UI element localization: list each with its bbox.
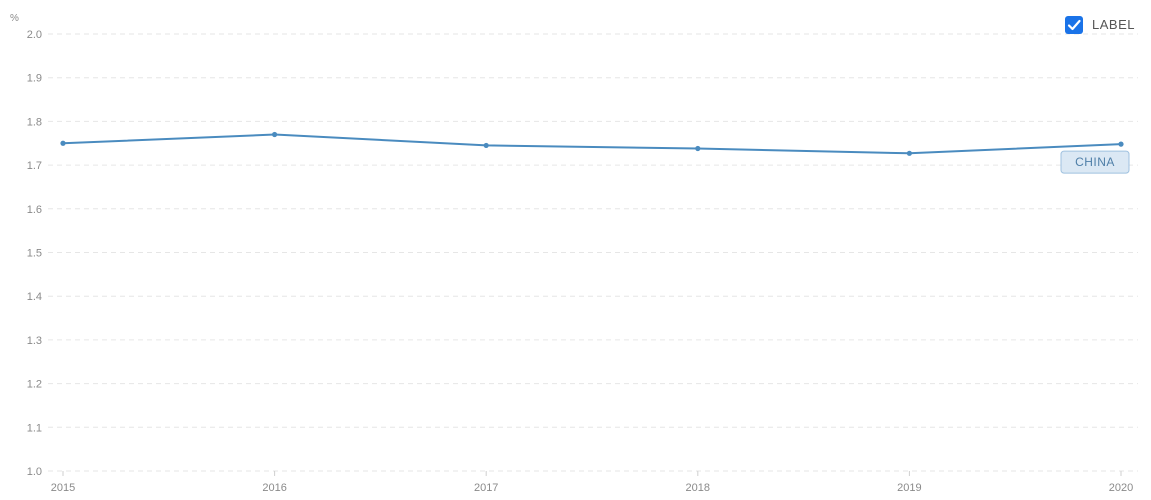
y-tick-label: 1.4 [27, 291, 42, 303]
series-tag-label: CHINA [1075, 155, 1115, 169]
y-tick-label: 2.0 [27, 29, 42, 41]
x-tick-label: 2017 [474, 482, 498, 494]
data-point[interactable] [272, 131, 278, 138]
y-axis-label: % [10, 13, 19, 24]
series-layer: CHINA [60, 131, 1130, 174]
data-point[interactable] [60, 140, 66, 146]
x-tick-label: 2019 [897, 482, 921, 494]
y-tick-label: 1.1 [27, 422, 42, 434]
y-tick-label: 1.8 [27, 116, 42, 128]
y-tick-label: 1.7 [27, 160, 42, 172]
series-line [62, 133, 1122, 155]
y-tick-label: 1.9 [27, 73, 42, 85]
y-tick-label: 1.3 [27, 335, 42, 347]
x-tick-label: 2020 [1109, 482, 1133, 494]
x-tick-label: 2015 [51, 482, 75, 494]
legend-label: LABEL [1092, 17, 1135, 32]
x-axis: 2015 2016 2017 2018 2019 2020 [51, 471, 1133, 494]
data-point[interactable] [1118, 141, 1124, 147]
series-tag: CHINA [1060, 150, 1130, 174]
legend-checkbox[interactable] [1065, 16, 1083, 34]
x-tick-label: 2018 [686, 482, 710, 494]
y-tick-label: 1.2 [27, 379, 42, 391]
data-point[interactable] [906, 150, 913, 156]
y-tick-label: 1.5 [27, 248, 42, 260]
legend[interactable]: LABEL [1065, 16, 1135, 34]
data-point[interactable] [483, 142, 489, 149]
x-tick-label: 2016 [262, 482, 286, 494]
gridlines [48, 33, 1138, 472]
check-icon [1067, 19, 1081, 31]
y-axis: 2.0 1.9 1.8 1.7 1.6 1.5 1.4 1.3 1.2 1.1 1.0 [27, 29, 42, 478]
y-tick-label: 1.6 [27, 204, 42, 216]
series-tag-box [1060, 150, 1130, 174]
data-point[interactable] [695, 145, 701, 152]
y-tick-label: 1.0 [27, 466, 42, 478]
